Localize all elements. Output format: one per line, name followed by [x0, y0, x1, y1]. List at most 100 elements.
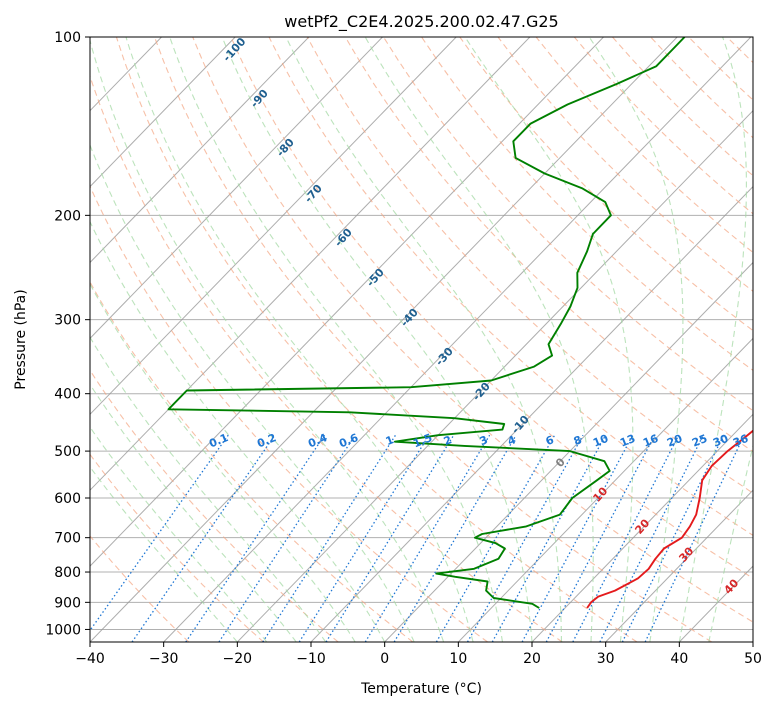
dry-adiabat-line [535, 37, 753, 254]
moist-adiabat-line [90, 426, 268, 642]
axis-ticks: −40 −30 −20 −10 0 10 20 30 40 5010020030040050060… [45, 30, 762, 667]
mixing-ratio-label: 0.1 [207, 431, 230, 450]
isotherm-line [236, 109, 753, 642]
isotherm-line [384, 261, 753, 642]
y-tick-label: 200 [54, 208, 81, 224]
isotherm-line [90, 37, 383, 340]
mixing-ratio-label: 0.2 [255, 431, 278, 450]
x-tick-label: 30 [597, 651, 615, 667]
isotherm-line [310, 185, 753, 642]
y-axis-title: Pressure (hPa) [13, 289, 29, 389]
mixing-ratio-line [325, 434, 455, 642]
isotherm-line [752, 641, 753, 642]
mixing-ratio-label: 6 [544, 433, 556, 448]
dry-adiabat-line [688, 37, 753, 101]
mixing-ratio-label: 10 [591, 432, 610, 450]
x-tick-label: 0 [380, 651, 389, 667]
y-tick-label: 600 [54, 491, 81, 507]
moist-adiabat-line [90, 336, 327, 642]
moist-adiabat-line [678, 37, 747, 642]
mixing-ratio-line [262, 434, 397, 642]
mixing-ratio-line [521, 434, 634, 642]
mixing-ratio-label: 20 [665, 432, 684, 450]
x-axis-title: Temperature (°C) [360, 681, 482, 697]
moist-adiabat-label: -100 [220, 35, 248, 64]
moist-adiabat-label: -80 [274, 136, 297, 160]
y-tick-label: 900 [54, 595, 81, 611]
y-tick-label: 800 [54, 565, 81, 581]
mixing-ratio-line [435, 434, 556, 642]
sounding-profiles [167, 37, 753, 609]
mixing-ratio-label: 25 [690, 432, 709, 450]
dry-adiabat-label: 30 [676, 544, 696, 564]
dry-adiabat-line [192, 37, 753, 623]
mixing-ratio-line [621, 434, 725, 642]
dry-adiabat-line [90, 280, 414, 642]
moist-adiabat-line [90, 38, 445, 642]
moist-adiabat-line [588, 37, 684, 642]
moist-adiabat-label: -70 [302, 182, 325, 206]
mixing-ratio-line [185, 434, 326, 642]
y-tick-label: 400 [54, 387, 81, 403]
mixing-ratio-label: 0.4 [306, 431, 329, 450]
mixing-ratio-label: 8 [572, 433, 584, 448]
isotherm-line [90, 37, 236, 188]
isotherm-line [90, 37, 678, 642]
moist-adiabat-line [285, 37, 563, 642]
background-grid [90, 37, 753, 642]
isotherm-line [90, 37, 457, 416]
moist-adiabat-line [90, 220, 386, 642]
temperature-profile-line [586, 429, 753, 609]
dry-adiabat-line [90, 453, 264, 642]
moist-adiabat-line [90, 282, 356, 642]
y-tick-label: 100 [54, 30, 81, 46]
mixing-ratio-line [131, 434, 276, 642]
dry-adiabat-line [421, 37, 753, 372]
x-tick-label: −30 [149, 651, 179, 667]
isotherm-line [90, 37, 604, 567]
mixing-ratio-label: 1 [384, 433, 396, 448]
mixing-ratio-line [393, 434, 517, 642]
x-tick-label: 20 [523, 651, 541, 667]
plot-frame [89, 36, 754, 643]
dewpoint-profile-line [167, 37, 686, 609]
moist-adiabat-line [90, 383, 297, 642]
mixing-ratio-label: 0.6 [337, 431, 360, 450]
isotherm-line [90, 37, 310, 264]
moist-adiabat-label: -60 [332, 226, 355, 250]
moist-adiabat-label: -40 [398, 306, 421, 330]
mixing-ratio-label: 2 [442, 433, 454, 448]
x-tick-label: −20 [223, 651, 253, 667]
dry-adiabat-line [90, 184, 488, 642]
dry-adiabat-label: 0 [553, 455, 568, 470]
dry-adiabat-line [459, 37, 753, 332]
mixing-ratio-line [491, 434, 607, 642]
moist-adiabat-line [169, 37, 504, 642]
dry-adiabat-label: 10 [590, 484, 610, 504]
isotherm-line [163, 37, 752, 642]
y-tick-label: 700 [54, 531, 81, 547]
chart-title: wetPf2_C2E4.2025.200.02.47.G25 [284, 12, 558, 32]
moist-adiabat-line [708, 443, 753, 642]
isopleth-labels: -100-90-80-70-60-50-40-30-20-100.1 0.2 0.4… [207, 35, 750, 597]
dry-adiabat-label: 20 [632, 516, 652, 536]
x-tick-label: −10 [296, 651, 326, 667]
moist-adiabat-label: -90 [248, 87, 271, 111]
moist-adiabat-line [464, 37, 634, 642]
mixing-ratio-label: 30 [711, 432, 730, 450]
dry-adiabat-line [115, 37, 638, 642]
dry-adiabat-line [306, 37, 753, 494]
mixing-ratio-line [545, 434, 656, 642]
isotherm-line [457, 337, 753, 642]
mixing-ratio-line [644, 434, 745, 642]
isotherm-line [531, 413, 753, 642]
moist-adiabat-line [221, 37, 533, 642]
y-tick-label: 1000 [45, 622, 81, 638]
mixing-ratio-label: 3 [478, 433, 490, 448]
mixing-ratio-label: 13 [618, 432, 637, 450]
moist-adiabat-label: -20 [470, 380, 493, 404]
x-tick-label: −40 [75, 651, 105, 667]
x-tick-label: 50 [744, 651, 762, 667]
moist-adiabat-label: -30 [433, 345, 456, 369]
dry-adiabat-label: 40 [721, 576, 741, 596]
